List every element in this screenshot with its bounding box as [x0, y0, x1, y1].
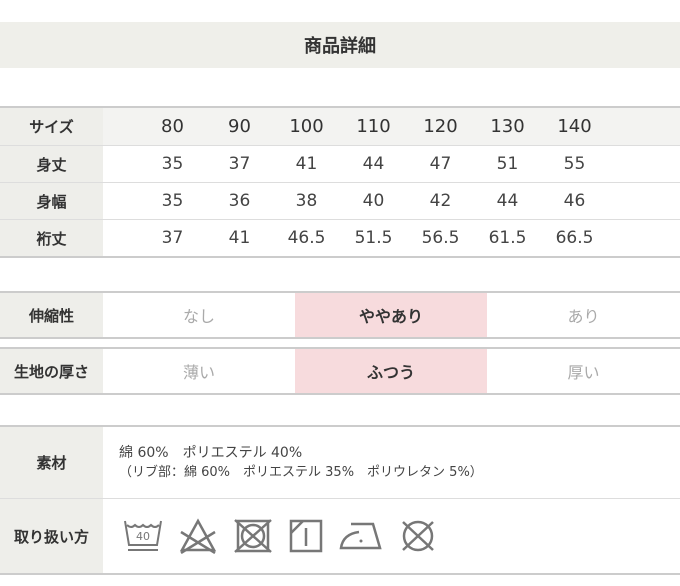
size-cell: 130 [490, 116, 525, 137]
value-cell: 40 [362, 191, 385, 211]
option-none: なし [182, 307, 215, 326]
value-cell: 38 [295, 191, 318, 211]
material-care-table: 素材 綿 60% ポリエステル 40% （リブ部：綿 60% ポリエステル 35… [0, 425, 680, 575]
material-rib: （リブ部：綿 60% ポリエステル 35% ポリウレタン 5%） [119, 464, 483, 480]
material-text: 綿 60% ポリエステル 40% （リブ部：綿 60% ポリエステル 35% ポ… [103, 443, 483, 483]
drip-dry-shade-icon [289, 519, 323, 553]
value-cell: 51 [496, 154, 519, 174]
stretch-row: 伸縮性 なし ややあり あり [0, 293, 680, 337]
value-cell: 61.5 [488, 228, 527, 248]
row-label: 生地の厚さ [0, 349, 103, 393]
material-row: 素材 綿 60% ポリエステル 40% （リブ部：綿 60% ポリエステル 35… [0, 427, 680, 498]
value-cell: 47 [429, 154, 452, 174]
page-title: 商品詳細 [0, 22, 680, 68]
size-table: サイズ 80 90 100 110 120 130 140 身丈 35 37 4… [0, 106, 680, 258]
material-main: 綿 60% ポリエステル 40% [119, 444, 303, 461]
size-cell: 100 [289, 116, 324, 137]
size-cell: 120 [423, 116, 458, 137]
value-cell: 46.5 [287, 228, 326, 248]
thickness-table: 生地の厚さ 薄い ふつう 厚い [0, 347, 680, 395]
option-selected: ふつう [295, 349, 487, 393]
value-cell: 55 [563, 154, 586, 174]
size-cell: 90 [228, 116, 251, 137]
option-yes: あり [567, 307, 600, 326]
value-cell: 35 [161, 154, 184, 174]
row-label: 取り扱い方 [0, 499, 103, 573]
row-label: サイズ [0, 108, 103, 145]
size-cell: 80 [161, 116, 184, 137]
value-cell: 41 [295, 154, 318, 174]
stretch-table: 伸縮性 なし ややあり あり [0, 291, 680, 339]
value-cell: 41 [228, 228, 251, 248]
table-row: 身丈 35 37 41 44 47 51 55 [0, 145, 680, 182]
option-thick: 厚い [567, 363, 600, 382]
value-cell: 37 [161, 228, 184, 248]
option-selected: ややあり [295, 293, 487, 337]
option-thin: 薄い [182, 363, 215, 382]
value-cell: 44 [496, 191, 519, 211]
size-header-row: サイズ 80 90 100 110 120 130 140 [0, 108, 680, 145]
value-cell: 56.5 [421, 228, 460, 248]
care-row: 取り扱い方 40 [0, 498, 680, 573]
wash-40-icon: 40 [124, 520, 162, 551]
size-cell: 110 [356, 116, 391, 137]
value-cell: 51.5 [354, 228, 393, 248]
value-cell: 35 [161, 191, 184, 211]
size-cell: 140 [557, 116, 592, 137]
value-cell: 42 [429, 191, 452, 211]
table-row: 裄丈 37 41 46.5 51.5 56.5 61.5 66.5 [0, 219, 680, 256]
no-dry-clean-icon [402, 520, 434, 552]
value-cell: 37 [228, 154, 251, 174]
no-bleach-icon [179, 518, 217, 554]
value-cell: 46 [563, 191, 586, 211]
wash-temp: 40 [136, 530, 150, 543]
row-label: 伸縮性 [0, 293, 103, 337]
thickness-row: 生地の厚さ 薄い ふつう 厚い [0, 349, 680, 393]
no-tumble-dry-icon [234, 519, 272, 553]
row-label: 身幅 [0, 183, 103, 219]
row-label: 裄丈 [0, 220, 103, 256]
value-cell: 36 [228, 191, 251, 211]
value-cell: 66.5 [555, 228, 594, 248]
iron-low-icon [339, 522, 382, 550]
row-label: 素材 [0, 427, 103, 498]
value-cell: 44 [362, 154, 385, 174]
row-label: 身丈 [0, 146, 103, 182]
care-icons: 40 [103, 518, 437, 554]
table-row: 身幅 35 36 38 40 42 44 46 [0, 182, 680, 219]
